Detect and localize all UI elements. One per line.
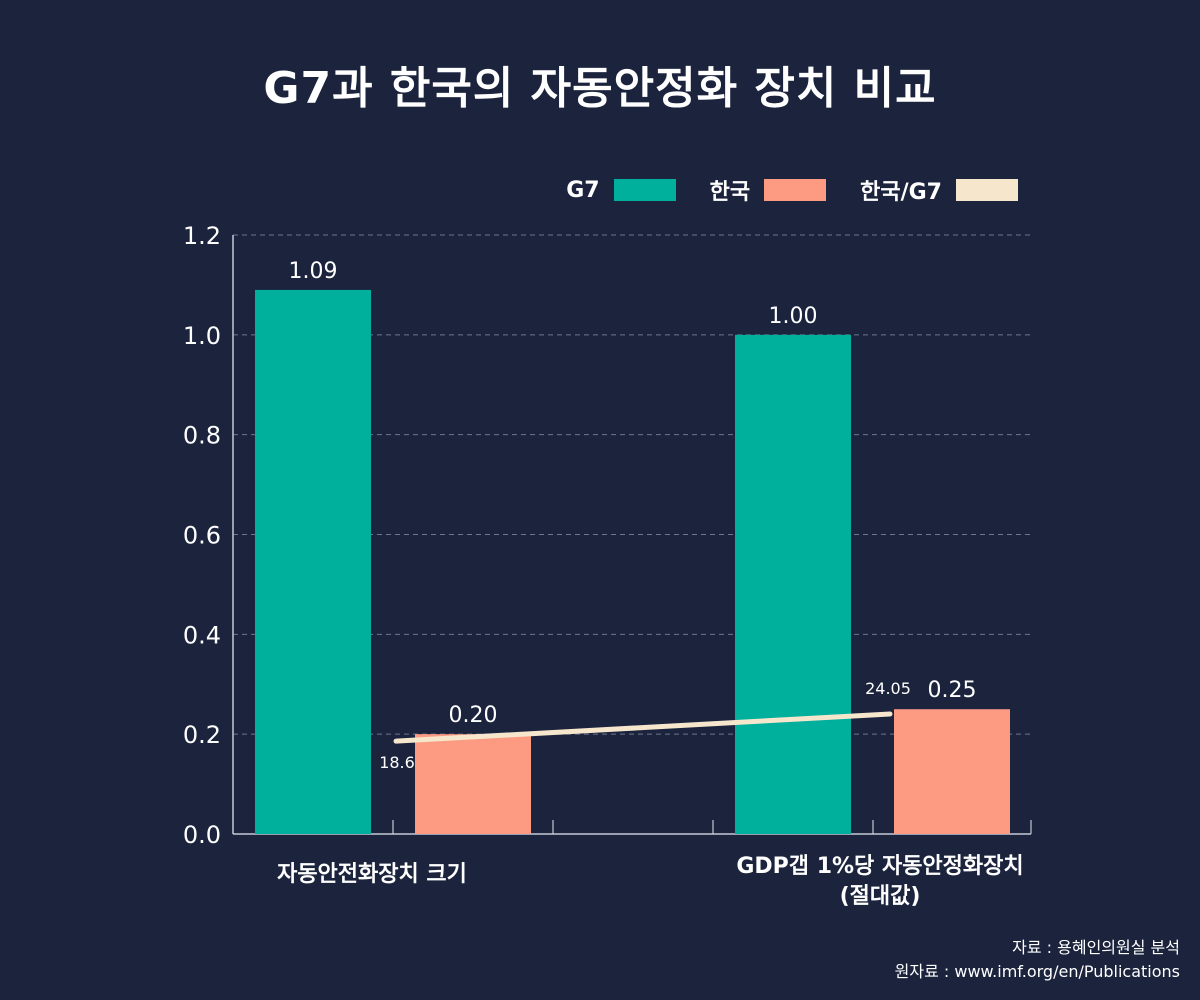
source-note: 자료 : 용혜인의원실 분석 원자료 : www.imf.org/en/Publ…	[895, 936, 1180, 984]
data-label-g7-0: 1.09	[289, 259, 338, 284]
legend-swatch-ratio	[956, 179, 1018, 201]
y-tick-label-5: 1.0	[183, 322, 221, 350]
legend: G7 한국 한국/G7	[566, 174, 1018, 206]
bar-korea-0	[415, 734, 531, 834]
ratio-label-0: 18.6	[379, 753, 415, 772]
chart-title: G7과 한국의 자동안정화 장치 비교	[263, 63, 937, 114]
legend-label-g7: G7	[566, 177, 600, 203]
data-label-korea-1: 0.25	[928, 678, 977, 703]
legend-swatch-g7	[613, 179, 676, 201]
category-label-0-line1: 자동안전화장치 크기	[277, 862, 467, 887]
data-label-g7-1: 1.00	[769, 304, 818, 329]
category-label-1: GDP갭 1%당 자동안정화장치 (절대값)	[690, 852, 1070, 912]
y-tick-label-6: 1.2	[183, 222, 221, 250]
source-line-2: 원자료 : www.imf.org/en/Publications	[894, 962, 1180, 981]
y-tick-label-0: 0.0	[183, 821, 221, 849]
source-line-1: 자료 : 용혜인의원실 분석	[1012, 938, 1180, 957]
legend-item-g7: G7	[566, 177, 676, 203]
legend-label-korea: 한국	[709, 180, 751, 205]
category-label-1-line2: (절대값)	[839, 884, 921, 909]
bar-korea-1	[894, 709, 1010, 834]
y-tick-label-1: 0.2	[183, 721, 221, 749]
legend-item-korea: 한국	[709, 174, 827, 206]
ratio-label-1: 24.05	[865, 679, 911, 698]
bar-g7-0	[255, 289, 371, 834]
legend-label-ratio: 한국/G7	[860, 180, 942, 205]
y-tick-label-3: 0.6	[183, 522, 221, 550]
category-label-1-line1: GDP갭 1%당 자동안정화장치	[736, 854, 1024, 879]
y-tick-label-2: 0.4	[183, 621, 221, 649]
ratio-line	[393, 711, 893, 744]
y-tick-label-4: 0.8	[183, 422, 221, 450]
legend-item-ratio: 한국/G7	[860, 174, 1018, 206]
data-label-korea-0: 0.20	[449, 703, 498, 728]
legend-swatch-korea	[764, 179, 827, 201]
category-label-0: 자동안전화장치 크기	[212, 860, 532, 890]
bar-g7-1	[735, 334, 851, 834]
